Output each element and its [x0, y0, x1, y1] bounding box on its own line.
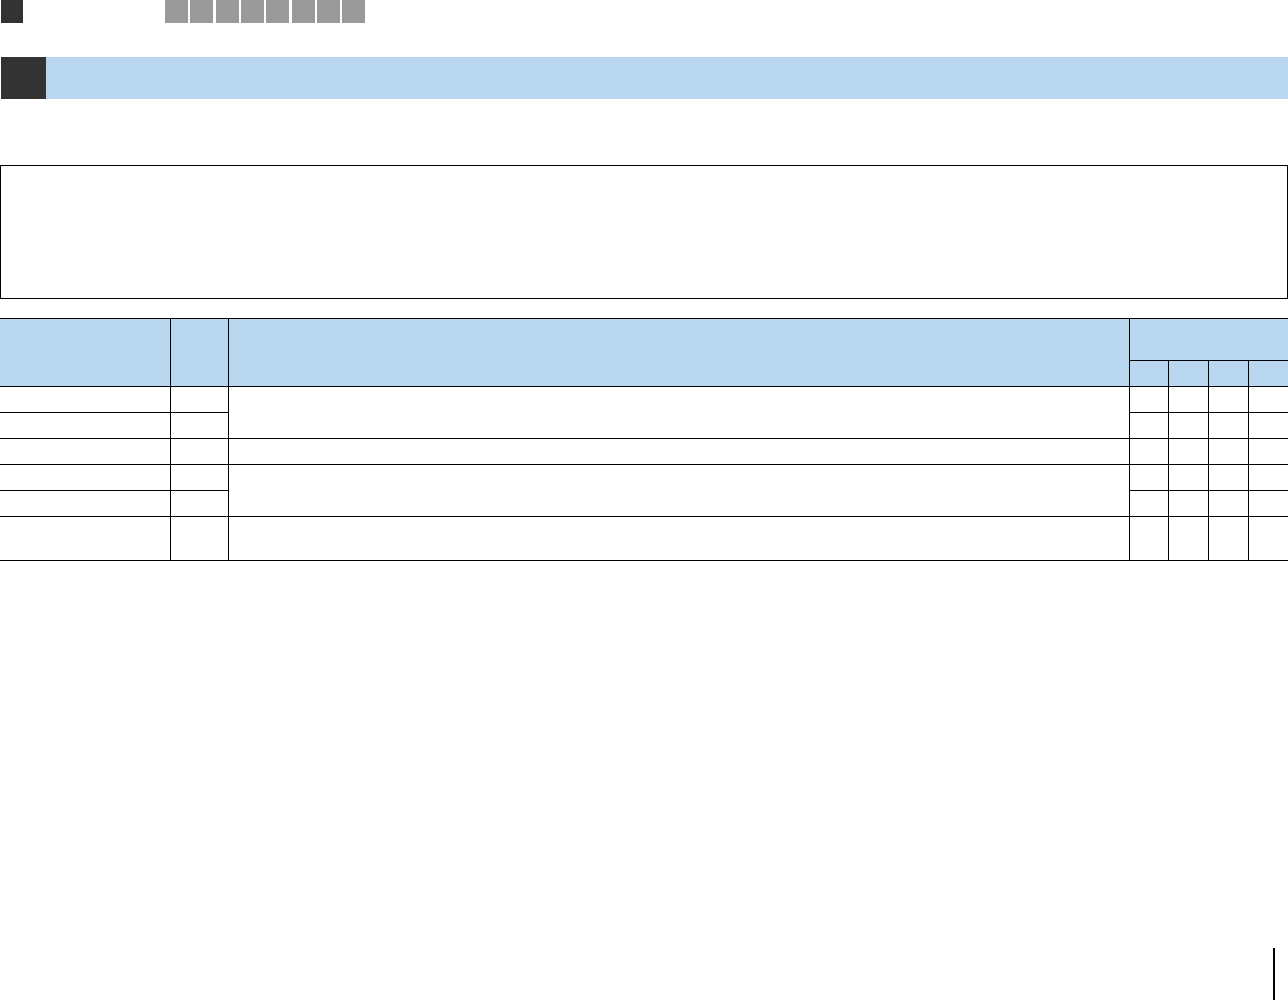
header-tab: [316, 0, 340, 23]
table-header-row: [0, 318, 1288, 386]
header-tab: [266, 0, 290, 23]
header-tab: [190, 0, 214, 23]
table-rule: [1168, 360, 1169, 560]
table-rule: [170, 318, 171, 560]
section-title-bar: [46, 57, 1288, 99]
table-rule: [1208, 360, 1209, 560]
spec-table: [0, 318, 1288, 561]
table-rule: [228, 464, 1129, 465]
table-rule: [0, 516, 228, 517]
header-tab: [165, 0, 188, 23]
table-rule: [228, 318, 229, 560]
header-tabs: [165, 0, 367, 23]
page-edge-marker: [1273, 948, 1275, 1000]
header-tab: [342, 0, 366, 23]
table-rule: [0, 318, 1288, 319]
table-rule: [1129, 318, 1130, 560]
section-number-block: [1, 57, 46, 99]
header-tab: [291, 0, 315, 23]
page-marker: [1, 0, 23, 23]
header-tab: [240, 0, 264, 23]
table-rule: [0, 412, 228, 413]
note-box: [0, 165, 1288, 299]
header-tab: [215, 0, 239, 23]
table-rule: [228, 438, 1129, 439]
table-rule: [228, 516, 1129, 517]
table-rule: [1248, 360, 1249, 560]
table-rule: [0, 386, 1288, 387]
table-rule: [0, 438, 228, 439]
table-rule: [0, 464, 228, 465]
table-rule: [0, 560, 1288, 561]
table-rule: [0, 490, 228, 491]
